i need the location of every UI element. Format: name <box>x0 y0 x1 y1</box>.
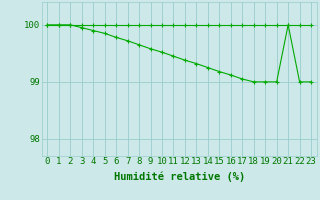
X-axis label: Humidité relative (%): Humidité relative (%) <box>114 172 245 182</box>
